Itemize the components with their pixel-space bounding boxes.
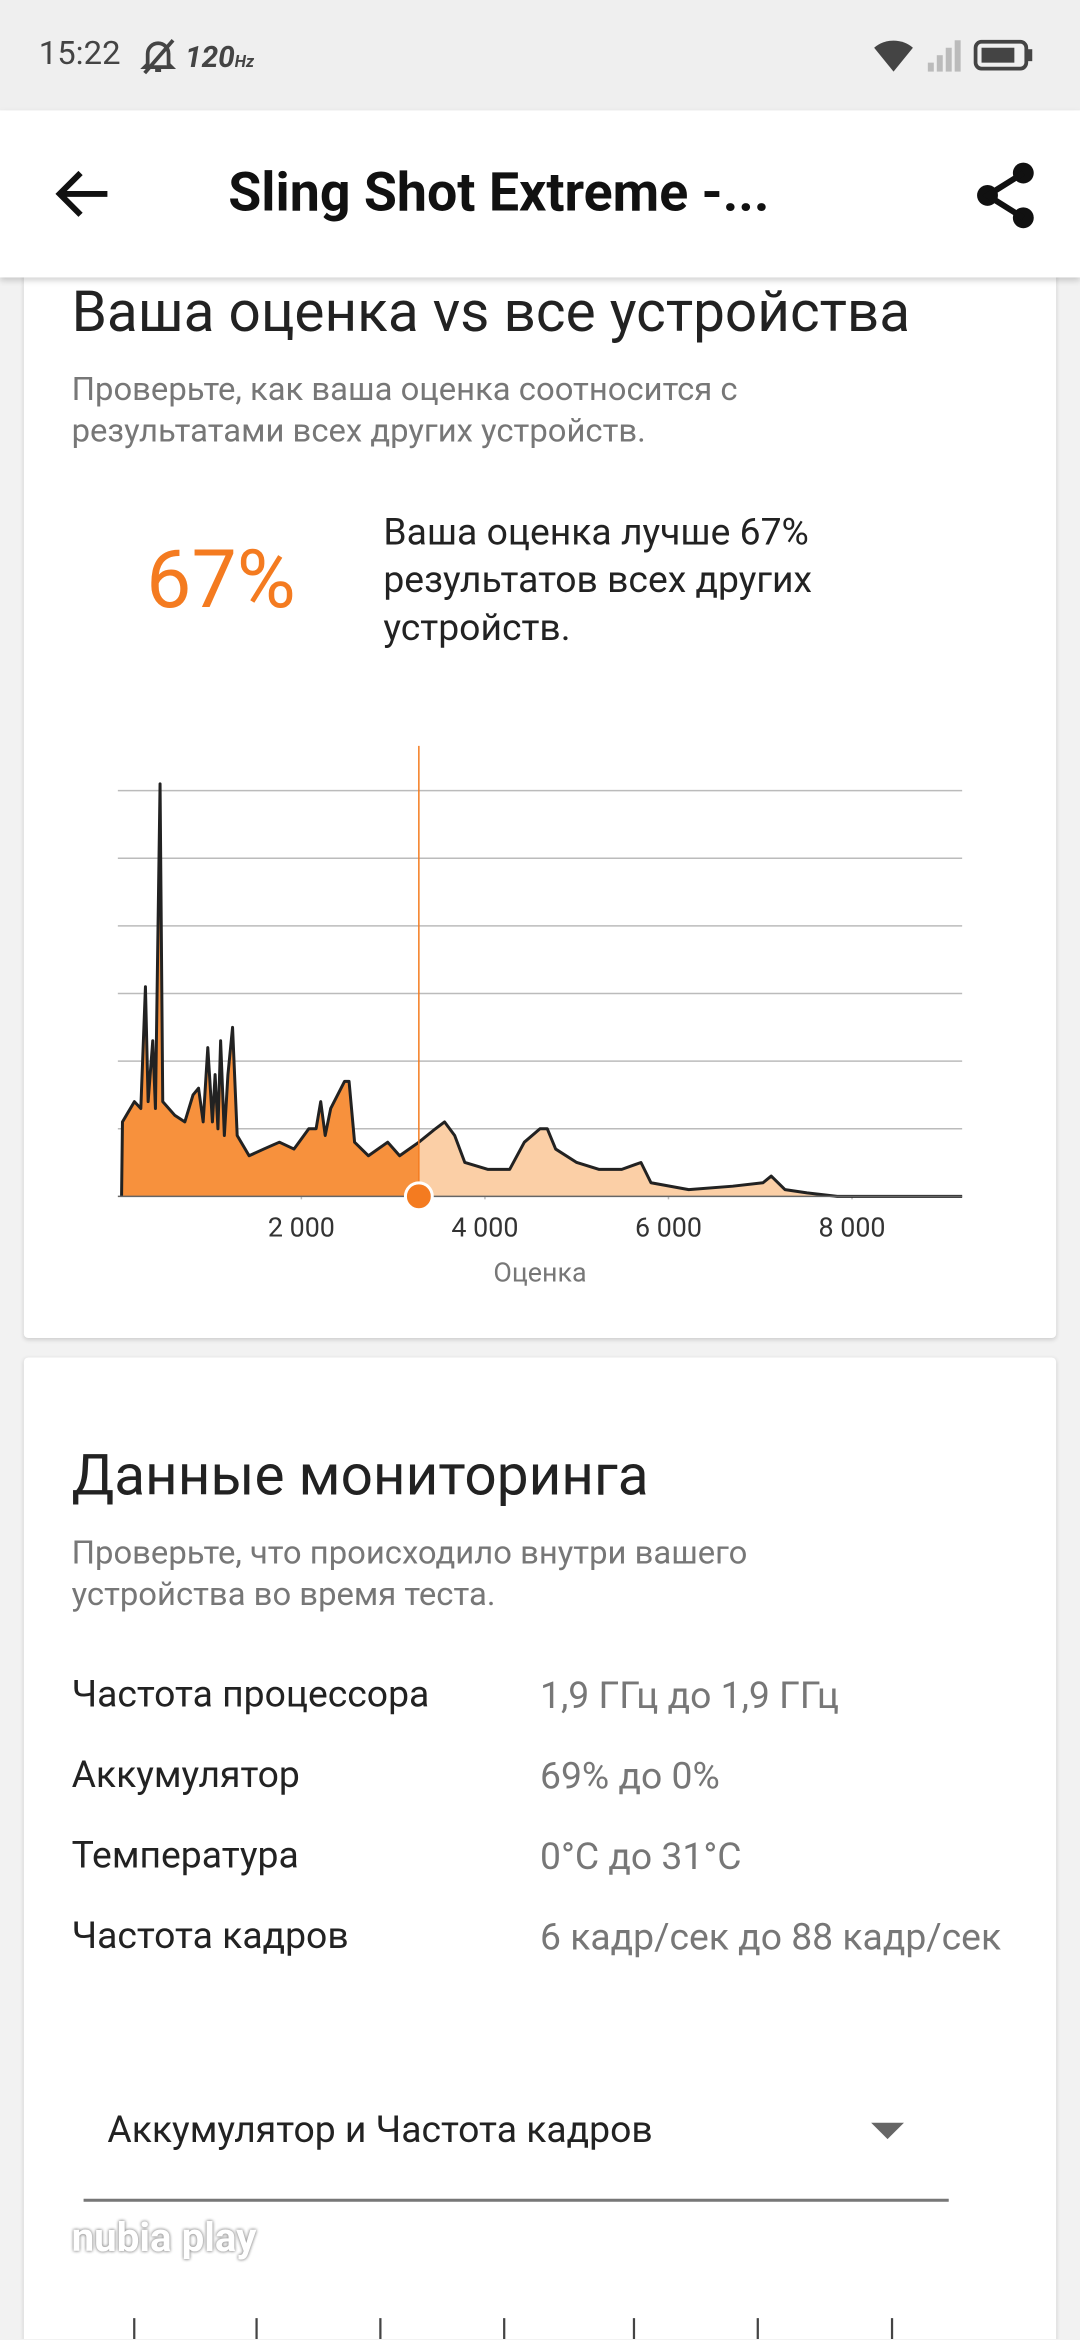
section-subtitle: Проверьте, как ваша оценка соотносится с… xyxy=(71,371,738,451)
row-label: Аккумулятор xyxy=(71,1754,300,1798)
dropdown[interactable] xyxy=(83,2118,952,2208)
share-button[interactable] xyxy=(973,161,1042,230)
refresh-unit: Hz xyxy=(234,52,255,72)
refresh-rate: 120Hz xyxy=(185,39,254,75)
x-axis-label: Оценка xyxy=(493,1256,586,1288)
x-tick-label: 4 000 xyxy=(451,1212,518,1244)
mute-icon xyxy=(140,39,177,75)
section-title: Данные мониторинга xyxy=(71,1443,649,1510)
dropdown-label[interactable]: Аккумулятор и Частота кадров xyxy=(107,2109,653,2153)
monitoring-card xyxy=(23,1357,1057,2339)
percentile: 67% xyxy=(146,534,296,629)
row-label: Температура xyxy=(71,1834,299,1879)
section-subtitle: Проверьте, что происходило внутри вашего… xyxy=(71,1534,748,1615)
row-label: Частота процессора xyxy=(71,1673,430,1717)
watermark: nubia play xyxy=(71,2213,257,2262)
x-tick-label: 2 000 xyxy=(268,1212,335,1244)
back-button[interactable] xyxy=(54,167,114,221)
app-title: Sling Shot Extreme -... xyxy=(228,161,770,224)
percentile-text: Ваша оценка лучше 67% результатов всех д… xyxy=(383,511,813,651)
status-bar: 15:22 120Hz xyxy=(0,0,1080,111)
row-value: 0°C до 31°C xyxy=(539,1836,742,1880)
row-value: 69% до 0% xyxy=(539,1755,720,1799)
refresh-value: 120 xyxy=(184,38,235,75)
row-value: 1,9 ГГц до 1,9 ГГц xyxy=(539,1675,840,1719)
area-after xyxy=(418,1121,963,1197)
time: 15:22 xyxy=(38,35,121,74)
score-marker xyxy=(403,1181,434,1212)
next-chart-ticks xyxy=(133,2318,894,2339)
row-value: 6 кадр/сек до 88 кадр/сек xyxy=(539,1916,1002,1961)
x-tick-label: 8 000 xyxy=(819,1212,886,1244)
status-icons xyxy=(874,39,1033,72)
app-bar: Sling Shot Extreme -... xyxy=(0,110,1080,278)
x-tick-label: 6 000 xyxy=(635,1212,702,1244)
section-title: Ваша оценка vs все устройства xyxy=(71,280,911,347)
histogram: 2 000 4 000 6 000 8 000 Оценка xyxy=(117,745,963,1288)
row-label: Частота кадров xyxy=(71,1915,349,1959)
line xyxy=(120,782,963,1198)
